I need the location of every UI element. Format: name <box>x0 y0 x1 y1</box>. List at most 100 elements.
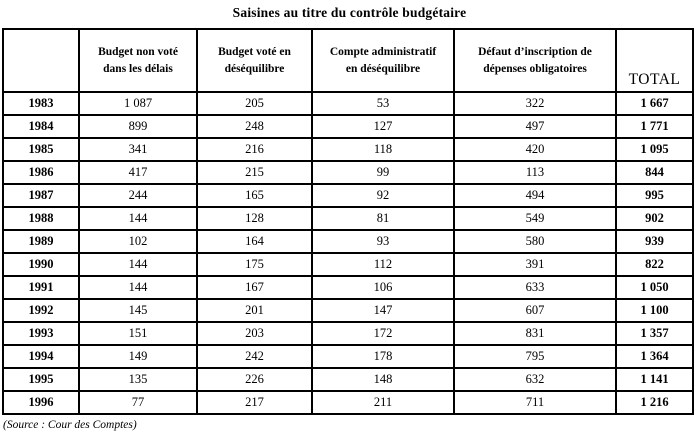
total-cell: 1 100 <box>615 298 694 323</box>
value-cell: 145 <box>78 298 198 323</box>
total-cell: 1 357 <box>615 321 694 346</box>
total-cell: 902 <box>615 206 694 231</box>
year-cell: 1995 <box>2 367 80 392</box>
value-cell: 494 <box>453 183 617 208</box>
year-cell: 1988 <box>2 206 80 231</box>
value-cell: 633 <box>453 275 617 300</box>
table-row: 1990 144 175 112 391 822 <box>2 252 694 277</box>
value-cell: 148 <box>311 367 455 392</box>
value-cell: 226 <box>196 367 313 392</box>
total-cell: 939 <box>615 229 694 254</box>
table-row: 1996 77 217 211 711 1 216 <box>2 390 694 415</box>
value-cell: 175 <box>196 252 313 277</box>
total-cell: 822 <box>615 252 694 277</box>
value-cell: 242 <box>196 344 313 369</box>
year-cell: 1989 <box>2 229 80 254</box>
value-cell: 217 <box>196 390 313 415</box>
value-cell: 167 <box>196 275 313 300</box>
total-cell: 1 364 <box>615 344 694 369</box>
table-row: 1995 135 226 148 632 1 141 <box>2 367 694 392</box>
table-row: 1987 244 165 92 494 995 <box>2 183 694 208</box>
column-header-budget-vote-desequilibre: Budget voté en déséquilibre <box>196 28 313 93</box>
table-row: 1989 102 164 93 580 939 <box>2 229 694 254</box>
table-row: 1985 341 216 118 420 1 095 <box>2 137 694 162</box>
value-cell: 549 <box>453 206 617 231</box>
year-cell: 1992 <box>2 298 80 323</box>
value-cell: 205 <box>196 91 313 116</box>
value-cell: 93 <box>311 229 455 254</box>
value-cell: 391 <box>453 252 617 277</box>
total-cell: 1 050 <box>615 275 694 300</box>
table-row: 1991 144 167 106 633 1 050 <box>2 275 694 300</box>
value-cell: 899 <box>78 114 198 139</box>
value-cell: 711 <box>453 390 617 415</box>
total-cell: 1 095 <box>615 137 694 162</box>
year-cell: 1993 <box>2 321 80 346</box>
value-cell: 497 <box>453 114 617 139</box>
table-row: 1988 144 128 81 549 902 <box>2 206 694 231</box>
year-cell: 1991 <box>2 275 80 300</box>
value-cell: 178 <box>311 344 455 369</box>
value-cell: 128 <box>196 206 313 231</box>
value-cell: 632 <box>453 367 617 392</box>
value-cell: 172 <box>311 321 455 346</box>
value-cell: 215 <box>196 160 313 185</box>
year-cell: 1987 <box>2 183 80 208</box>
value-cell: 417 <box>78 160 198 185</box>
table-row: 1986 417 215 99 113 844 <box>2 160 694 185</box>
value-cell: 420 <box>453 137 617 162</box>
value-cell: 127 <box>311 114 455 139</box>
value-cell: 203 <box>196 321 313 346</box>
value-cell: 216 <box>196 137 313 162</box>
table-row: 1984 899 248 127 497 1 771 <box>2 114 694 139</box>
table-row: 1983 1 087 205 53 322 1 667 <box>2 91 694 116</box>
year-cell: 1985 <box>2 137 80 162</box>
value-cell: 164 <box>196 229 313 254</box>
year-cell: 1990 <box>2 252 80 277</box>
value-cell: 151 <box>78 321 198 346</box>
value-cell: 149 <box>78 344 198 369</box>
value-cell: 607 <box>453 298 617 323</box>
table-row: 1992 145 201 147 607 1 100 <box>2 298 694 323</box>
year-cell: 1986 <box>2 160 80 185</box>
value-cell: 580 <box>453 229 617 254</box>
page-title: Saisines au titre du contrôle budgétaire <box>232 5 467 20</box>
total-cell: 1 216 <box>615 390 694 415</box>
value-cell: 81 <box>311 206 455 231</box>
value-cell: 211 <box>311 390 455 415</box>
column-header-compte-administratif: Compte administratif en déséquilibre <box>311 28 455 93</box>
year-cell: 1996 <box>2 390 80 415</box>
total-cell: 1 667 <box>615 91 694 116</box>
value-cell: 77 <box>78 390 198 415</box>
year-cell: 1984 <box>2 114 80 139</box>
corner-cell <box>2 28 80 93</box>
value-cell: 165 <box>196 183 313 208</box>
value-cell: 92 <box>311 183 455 208</box>
header-row: Budget non voté dans les délais Budget v… <box>2 28 694 93</box>
total-cell: 1 771 <box>615 114 694 139</box>
total-cell: 844 <box>615 160 694 185</box>
value-cell: 248 <box>196 114 313 139</box>
column-header-defaut-inscription: Défaut d’inscription de dépenses obligat… <box>453 28 617 93</box>
total-cell: 1 141 <box>615 367 694 392</box>
year-cell: 1994 <box>2 344 80 369</box>
value-cell: 244 <box>78 183 198 208</box>
value-cell: 144 <box>78 206 198 231</box>
value-cell: 201 <box>196 298 313 323</box>
budget-control-table: Budget non voté dans les délais Budget v… <box>2 28 694 415</box>
value-cell: 53 <box>311 91 455 116</box>
column-header-total: TOTAL <box>615 28 694 93</box>
value-cell: 112 <box>311 252 455 277</box>
table-body: 1983 1 087 205 53 322 1 667 1984 899 248 127 497 1 … <box>2 91 694 415</box>
value-cell: 144 <box>78 252 198 277</box>
table-row: 1993 151 203 172 831 1 357 <box>2 321 694 346</box>
value-cell: 322 <box>453 91 617 116</box>
value-cell: 102 <box>78 229 198 254</box>
value-cell: 118 <box>311 137 455 162</box>
table-row: 1994 149 242 178 795 1 364 <box>2 344 694 369</box>
year-cell: 1983 <box>2 91 80 116</box>
value-cell: 106 <box>311 275 455 300</box>
value-cell: 341 <box>78 137 198 162</box>
value-cell: 144 <box>78 275 198 300</box>
